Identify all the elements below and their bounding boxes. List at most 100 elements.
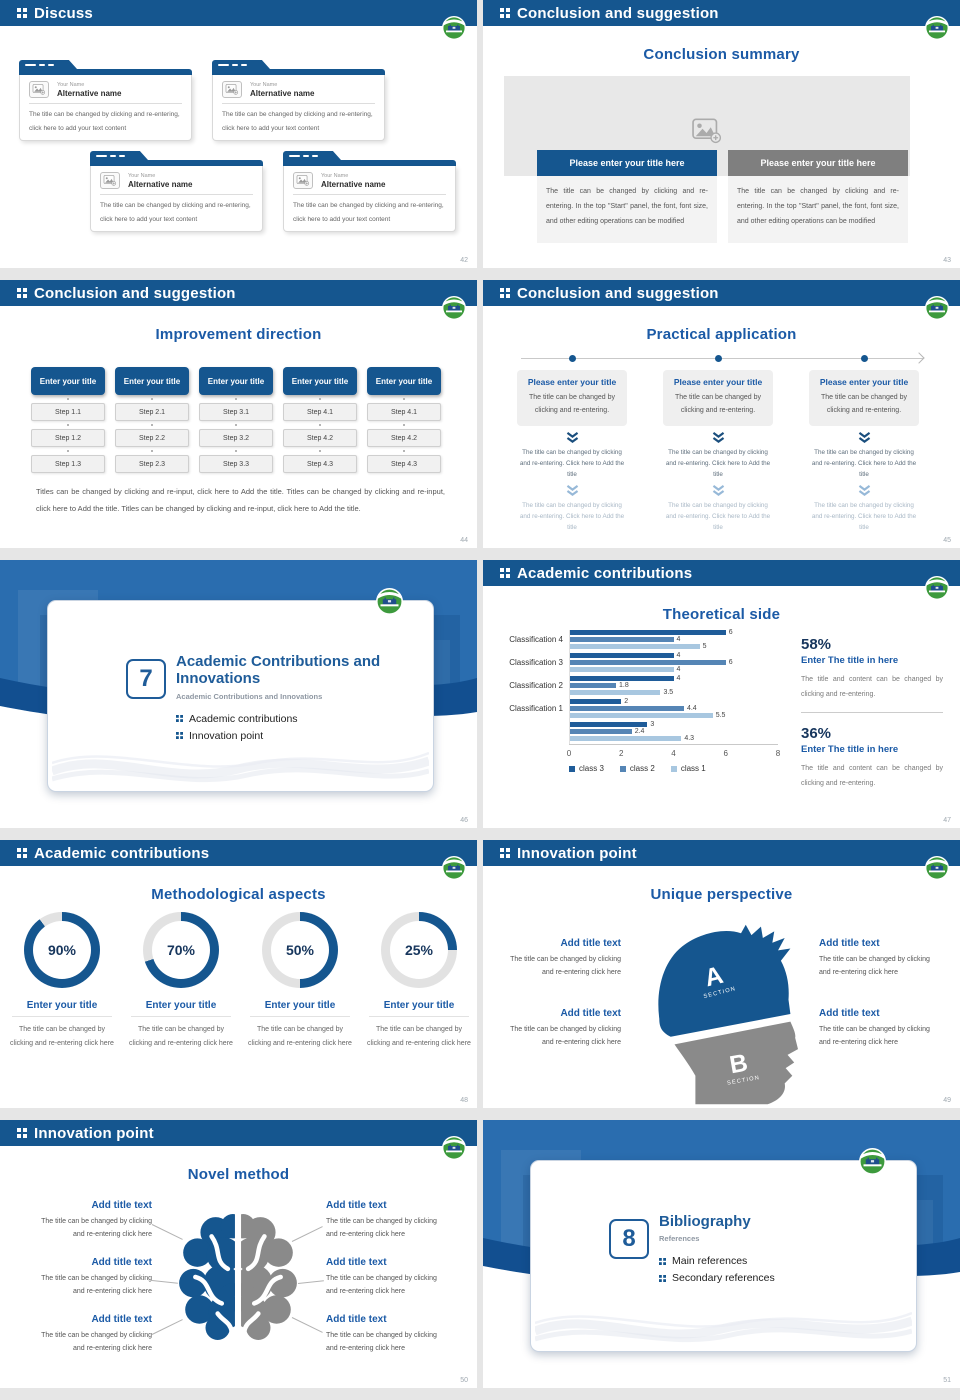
step-connector-dot (67, 424, 69, 426)
folder-tab-dash (303, 154, 309, 157)
flow-card-title: Please enter your title (819, 377, 909, 387)
slide-thumbnail-unique-perspective[interactable]: Innovation point Unique perspective Add … (483, 840, 960, 1108)
chart-bar-group: Classification 2 4 1.8 3.5 (483, 675, 793, 696)
double-chevron-down-icon (565, 484, 580, 496)
chart-bar-value: 3 (650, 721, 655, 728)
page-number: 45 (943, 537, 951, 544)
grid-bullet-icon (659, 1274, 666, 1282)
label-block: Add title text The title can be changed … (326, 1257, 448, 1299)
chart-bar-group: 3 2.4 4.3 (483, 721, 793, 742)
slide-header-title: Academic contributions (517, 564, 693, 582)
section-card: 8 Bibliography References Main reference… (530, 1148, 917, 1352)
chart-bar (569, 736, 682, 741)
title-button-blue: Please enter your title here (537, 150, 717, 176)
chart-bar-value: 2 (624, 698, 629, 705)
page-number: 44 (460, 537, 468, 544)
folder-tab-dash (25, 63, 36, 66)
donut-percentage: 70% (166, 942, 196, 958)
chart-bar-stack: 2 4.4 5.5 (569, 698, 725, 719)
chart-bar-line: 4 (569, 675, 680, 682)
x-axis-line (569, 744, 778, 745)
chart-bar-line: 1.8 (569, 682, 680, 689)
chart-bar-value: 3.5 (663, 689, 674, 696)
flow-column: Please enter your title The title can be… (663, 370, 773, 534)
label-body: The title can be changed by clicking and… (326, 1275, 437, 1296)
legend-label: class 2 (629, 764, 655, 773)
caption-panel: The title can be changed by clicking and… (537, 176, 717, 243)
page-number: 50 (460, 1377, 468, 1384)
chart-bar-value: 5 (702, 643, 707, 650)
image-add-icon (692, 118, 722, 144)
chart-bar (569, 667, 674, 672)
caption-panel: The title can be changed by clicking and… (728, 176, 908, 243)
step-column: Enter your title Step 4.1 Step 4.2 Step 4.… (283, 367, 357, 473)
novel-label-slot: Add title text The title can be changed … (30, 1200, 152, 1242)
section-bullet: Innovation point (176, 730, 426, 742)
folder-body: Your Name Alternative name The title can… (283, 166, 456, 233)
step-connector-dot (403, 398, 405, 400)
label-block: Add title text The title can be changed … (819, 1008, 941, 1050)
section-grid-icon (500, 288, 510, 298)
slide-thumbnail-novel-method[interactable]: Innovation point Novel method Add title … (0, 1120, 477, 1388)
slide-title: Methodological aspects (151, 886, 326, 903)
school-logo-icon (925, 576, 949, 600)
slide-header: Academic contributions (483, 560, 960, 589)
folder-tab (212, 60, 270, 69)
donut-percentage: 90% (47, 942, 77, 958)
slide-thumbnail-section-7[interactable]: 7 Academic Contributions and Innovations… (0, 560, 477, 828)
section-number: 8 (609, 1219, 649, 1259)
section-grid-icon (17, 8, 27, 18)
page-number: 43 (943, 257, 951, 264)
donut-title: Enter your title (369, 1000, 469, 1017)
folder-person-label: Your Name (128, 172, 156, 179)
slide-header-title: Conclusion and suggestion (517, 284, 719, 302)
slide-thumbnail-conclusion-summary[interactable]: Conclusion and suggestion Conclusion sum… (483, 0, 960, 268)
folder-tab-dash (39, 63, 45, 66)
slide-thumbnail-improvement-direction[interactable]: Conclusion and suggestion Improvement di… (0, 280, 477, 548)
donut-column: 90% Enter your title The title can be ch… (8, 912, 116, 1051)
legend-item: class 1 (670, 764, 706, 773)
section-grid-icon (500, 568, 510, 578)
donut-title: Enter your title (12, 1000, 112, 1017)
slide-thumbnail-section-8[interactable]: 8 Bibliography References Main reference… (483, 1120, 960, 1388)
bar-chart: Classification 4 6 4 5 Classification 3 4 6 4 Cl… (483, 629, 793, 790)
chart-bar-line: 5 (569, 643, 733, 650)
unique-label-slot: Add title text The title can be changed … (499, 938, 621, 980)
chart-legend: class 3 class 2 class 1 (569, 764, 706, 773)
slide-thumbnail-theoretical-side[interactable]: Academic contributions Theoretical side … (483, 560, 960, 828)
section-b-word: SECTION (727, 1075, 761, 1087)
folder-person-label: Your Name (321, 172, 349, 179)
page-number: 51 (943, 1377, 951, 1384)
flow-card-body: The title can be changed by clicking and… (674, 394, 761, 415)
stat-title: Enter The title in here (801, 655, 899, 666)
slide-title: Novel method (187, 1166, 290, 1183)
step-connector-dot (235, 450, 237, 452)
slide-thumbnail-practical-application[interactable]: Conclusion and suggestion Practical appl… (483, 280, 960, 548)
donut-title: Enter your title (131, 1000, 231, 1017)
school-logo-icon (925, 296, 949, 320)
step-column-header: Enter your title (367, 367, 441, 395)
donut-columns: 90% Enter your title The title can be ch… (8, 912, 473, 1051)
chart-bar (569, 660, 726, 665)
folder-top-bar (283, 160, 456, 166)
step-box: Step 4.3 (367, 455, 441, 473)
folder-grid: Your Name Alternative name The title can… (0, 0, 477, 268)
slide-thumbnail-discuss[interactable]: Discuss Your Name Alternative name The t… (0, 0, 477, 268)
donut-body: The title can be changed by clicking and… (248, 1026, 352, 1047)
section-number: 7 (126, 659, 166, 699)
connector-line (297, 1280, 324, 1284)
flow-column: Please enter your title The title can be… (809, 370, 919, 534)
chart-bar-line: 4 (569, 666, 733, 673)
slide-thumbnail-methodological-aspects[interactable]: Academic contributions Methodological as… (0, 840, 477, 1108)
double-chevron-down-icon (565, 431, 580, 443)
label-block: Add title text The title can be changed … (326, 1200, 448, 1242)
folder-tab-dash (48, 63, 54, 66)
label-block: Add title text The title can be changed … (499, 1008, 621, 1050)
section-subtitle: References (659, 1234, 700, 1244)
chart-category-label: Classification 3 (509, 658, 563, 667)
unique-label-slot: Add title text The title can be changed … (819, 938, 941, 980)
chart-bar-line: 6 (569, 659, 733, 666)
chart-bar-line: 3 (569, 721, 694, 728)
grid-bullet-icon (176, 715, 183, 722)
image-placeholder-icon (293, 172, 313, 189)
